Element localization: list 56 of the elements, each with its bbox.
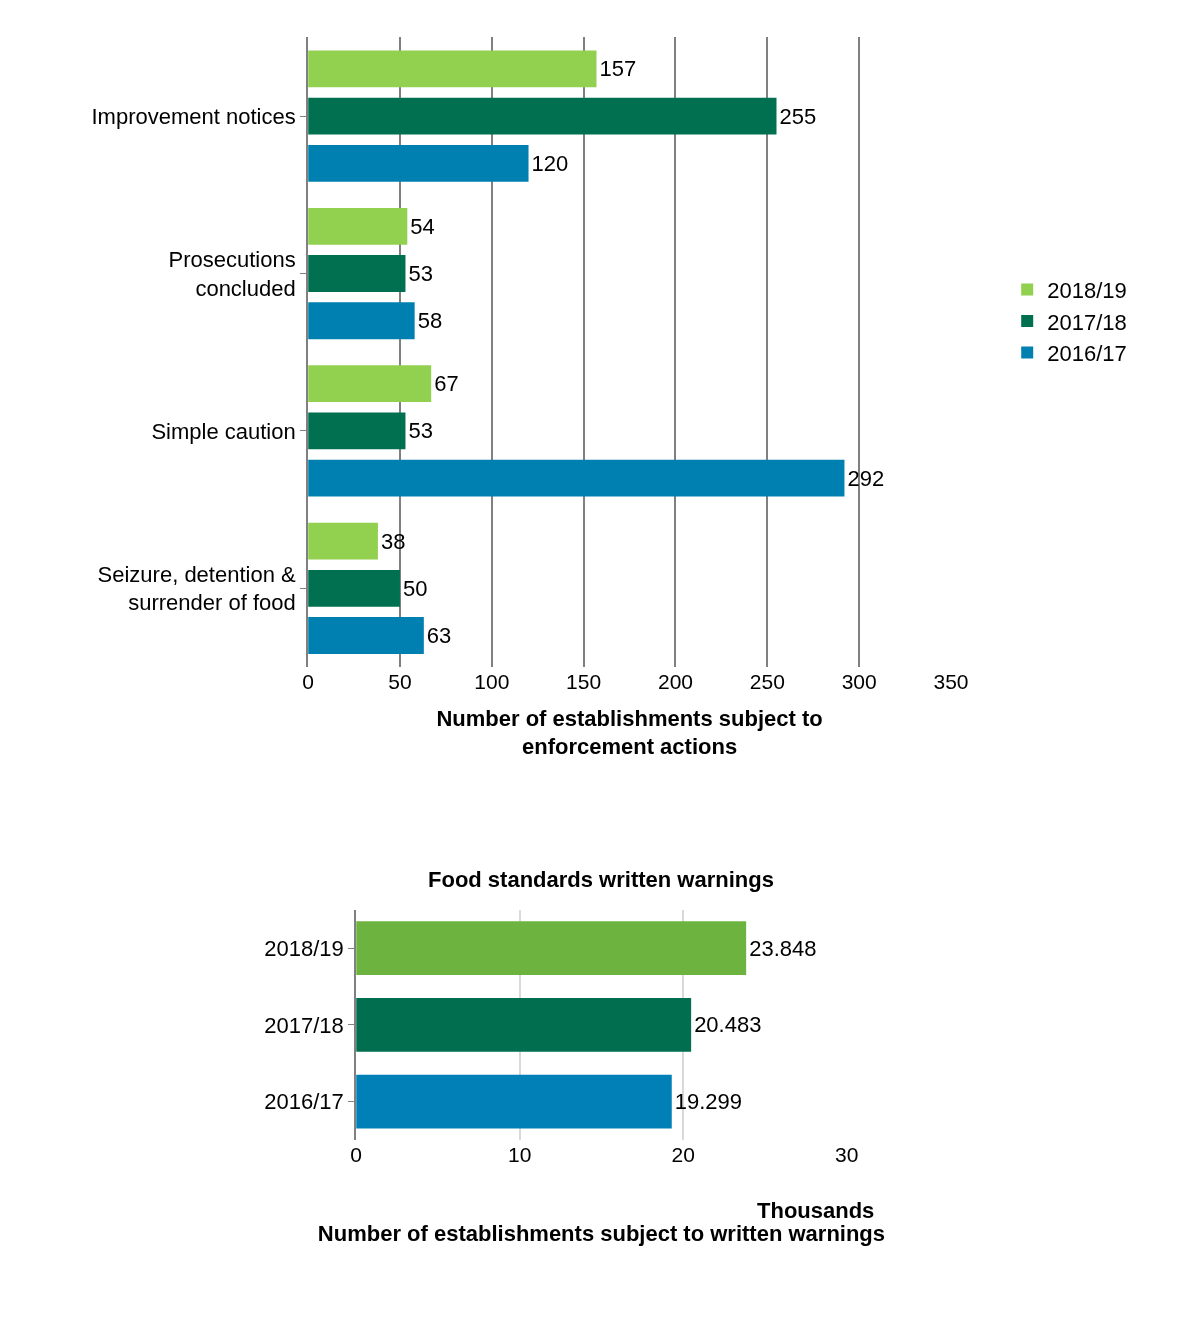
- legend-label: 2017/18: [1047, 309, 1127, 335]
- data-label: 58: [417, 308, 443, 334]
- y-tick-label: 2018/19: [264, 935, 344, 961]
- data-label: 120: [531, 150, 569, 176]
- bar: [308, 97, 777, 135]
- chart-title: Food standards written warnings: [428, 867, 774, 892]
- y-tick-label: Seizure, detention & surrender of food: [97, 561, 297, 616]
- y-tick-label: 2016/17: [264, 1089, 344, 1115]
- bar: [356, 997, 692, 1052]
- data-label: 63: [426, 623, 452, 649]
- data-label: 53: [408, 418, 433, 444]
- x-tick-label: 10: [508, 1142, 532, 1166]
- data-label: 54: [410, 213, 435, 239]
- bar: [356, 921, 747, 976]
- x-tick-label: 0: [350, 1142, 362, 1166]
- data-label: 19.299: [674, 1089, 743, 1115]
- data-label: 23.848: [749, 935, 817, 961]
- data-label: 255: [779, 103, 817, 129]
- y-tick-label: Simple caution: [151, 418, 296, 444]
- bar: [308, 412, 406, 450]
- text: Thousands: [757, 1198, 875, 1223]
- bar: [308, 569, 400, 607]
- bar: [356, 1074, 672, 1129]
- bar: [308, 255, 406, 292]
- x-tick-label: 250: [749, 669, 785, 693]
- bar: [308, 617, 424, 654]
- legend-label: 2018/19: [1047, 278, 1127, 303]
- y-tick-label: 2017/18: [264, 1012, 344, 1038]
- x-axis-title: Number of establishments subject to written warnings: [317, 1220, 886, 1246]
- x-tick-label: 100: [474, 669, 510, 693]
- x-tick-label: 350: [933, 669, 969, 693]
- data-label: 38: [380, 528, 406, 554]
- data-label: 20.483: [694, 1012, 762, 1038]
- bar: [308, 302, 415, 340]
- x-tick-label: 30: [835, 1142, 859, 1166]
- bar: [308, 522, 378, 560]
- bar: [308, 144, 529, 182]
- x-tick-label: 150: [566, 669, 602, 693]
- x-tick-label: 0: [302, 669, 314, 693]
- x-tick-label: 50: [388, 669, 412, 693]
- data-label: 53: [408, 261, 433, 287]
- bar: [308, 50, 597, 88]
- data-label: 67: [434, 371, 459, 397]
- data-label: 292: [847, 465, 885, 491]
- x-tick-label: 20: [671, 1142, 695, 1166]
- bar: [308, 459, 845, 497]
- x-tick-label: 300: [841, 669, 877, 693]
- bar: [308, 207, 408, 245]
- x-tick-label: 200: [657, 669, 693, 693]
- x-axis-title: Number of establishments subject to enforcement actions: [436, 705, 823, 760]
- y-tick-label: Improvement notices: [91, 103, 296, 129]
- legend-label: 2016/17: [1047, 341, 1127, 367]
- y-tick-label: Prosecutions concluded: [168, 246, 296, 301]
- bar: [308, 365, 432, 403]
- data-label: 157: [599, 56, 637, 82]
- data-label: 50: [402, 575, 428, 601]
